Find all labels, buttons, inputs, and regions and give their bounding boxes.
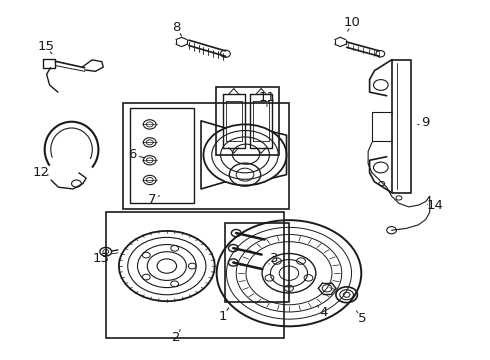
- Text: 2: 2: [172, 331, 181, 344]
- Text: 5: 5: [358, 311, 367, 325]
- Text: 15: 15: [37, 40, 54, 53]
- Text: 14: 14: [426, 199, 443, 212]
- Bar: [225, 223, 289, 302]
- Text: 10: 10: [344, 17, 361, 30]
- Bar: [130, 108, 194, 203]
- Text: 4: 4: [319, 306, 327, 319]
- Bar: [106, 212, 284, 338]
- Bar: [216, 87, 279, 155]
- Text: 13: 13: [92, 252, 109, 265]
- Text: 6: 6: [128, 148, 137, 161]
- Text: 11: 11: [259, 91, 275, 104]
- Bar: [123, 103, 289, 209]
- Text: 1: 1: [219, 310, 227, 323]
- Text: 7: 7: [148, 193, 156, 206]
- Text: 9: 9: [421, 116, 430, 129]
- Text: 3: 3: [270, 252, 279, 265]
- Text: 8: 8: [172, 21, 181, 34]
- Text: 12: 12: [32, 166, 49, 179]
